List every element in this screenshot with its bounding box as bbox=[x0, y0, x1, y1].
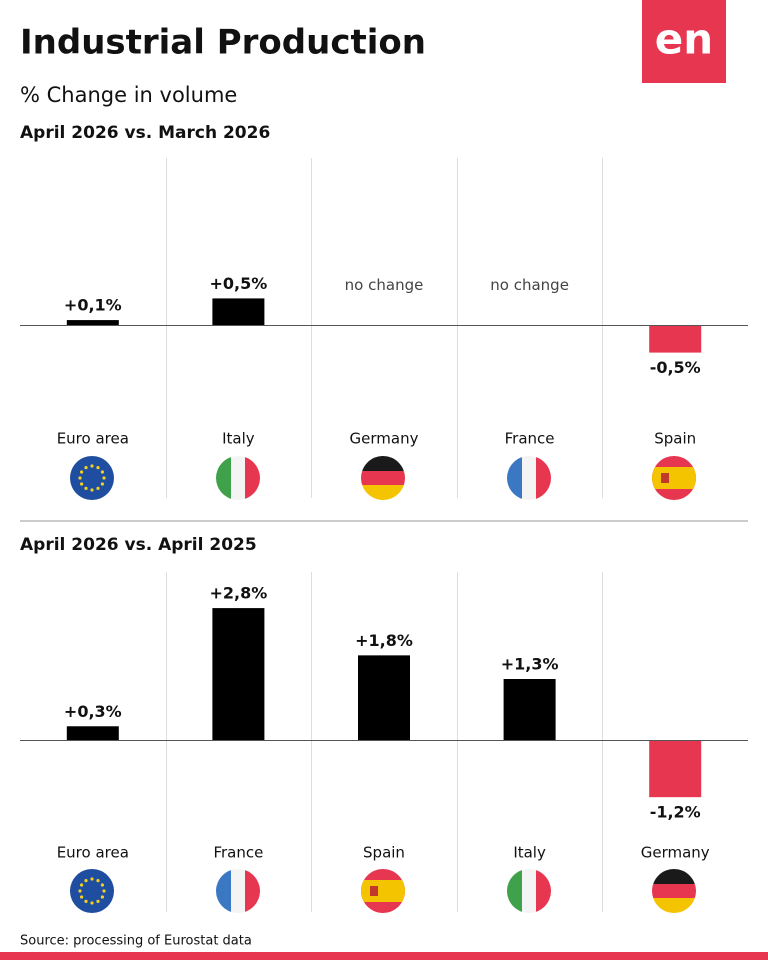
value-label: +1,8% bbox=[355, 631, 413, 650]
value-label: -1,2% bbox=[650, 803, 701, 822]
bar bbox=[358, 655, 410, 741]
bar bbox=[66, 726, 119, 741]
category-label: Germany bbox=[350, 430, 419, 448]
value-label: -0,5% bbox=[650, 358, 701, 377]
source: Source: processing of Eurostat data bbox=[20, 934, 252, 949]
category-label: France bbox=[213, 844, 263, 862]
flag bbox=[216, 869, 260, 913]
bar bbox=[66, 320, 119, 326]
flag bbox=[361, 456, 405, 500]
flag bbox=[70, 456, 114, 500]
bar bbox=[503, 679, 556, 741]
bar bbox=[649, 325, 702, 353]
bar bbox=[212, 608, 265, 741]
category-label: Spain bbox=[654, 430, 696, 448]
flag bbox=[216, 456, 260, 500]
category-label: Italy bbox=[222, 430, 255, 448]
logo-box bbox=[642, 0, 726, 83]
category-label: Euro area bbox=[57, 430, 129, 448]
flag bbox=[361, 869, 405, 913]
category-label: Italy bbox=[513, 844, 546, 862]
flag bbox=[652, 869, 696, 913]
value-label: +0,1% bbox=[64, 296, 122, 315]
category-label: Germany bbox=[641, 844, 710, 862]
flag bbox=[652, 456, 696, 500]
logo: en bbox=[655, 15, 713, 64]
subtitle: % Change in volume bbox=[20, 83, 237, 107]
category-label: Spain bbox=[363, 844, 405, 862]
flag bbox=[507, 869, 551, 913]
category-label: France bbox=[505, 430, 555, 448]
value-label: +0,3% bbox=[64, 702, 122, 721]
title: Industrial Production bbox=[20, 23, 426, 63]
flag bbox=[70, 869, 114, 913]
value-label: +2,8% bbox=[210, 584, 268, 603]
bar bbox=[212, 298, 265, 326]
category-label: Euro area bbox=[57, 844, 129, 862]
chart-title: April 2026 vs. April 2025 bbox=[20, 535, 257, 555]
chart-title: April 2026 vs. March 2026 bbox=[20, 123, 270, 143]
value-label: +1,3% bbox=[501, 655, 559, 674]
flag bbox=[507, 456, 551, 500]
value-label: no change bbox=[490, 276, 569, 294]
bottom-strip bbox=[0, 952, 768, 960]
bar bbox=[649, 740, 702, 798]
value-label: +0,5% bbox=[210, 274, 268, 293]
value-label: no change bbox=[345, 276, 424, 294]
